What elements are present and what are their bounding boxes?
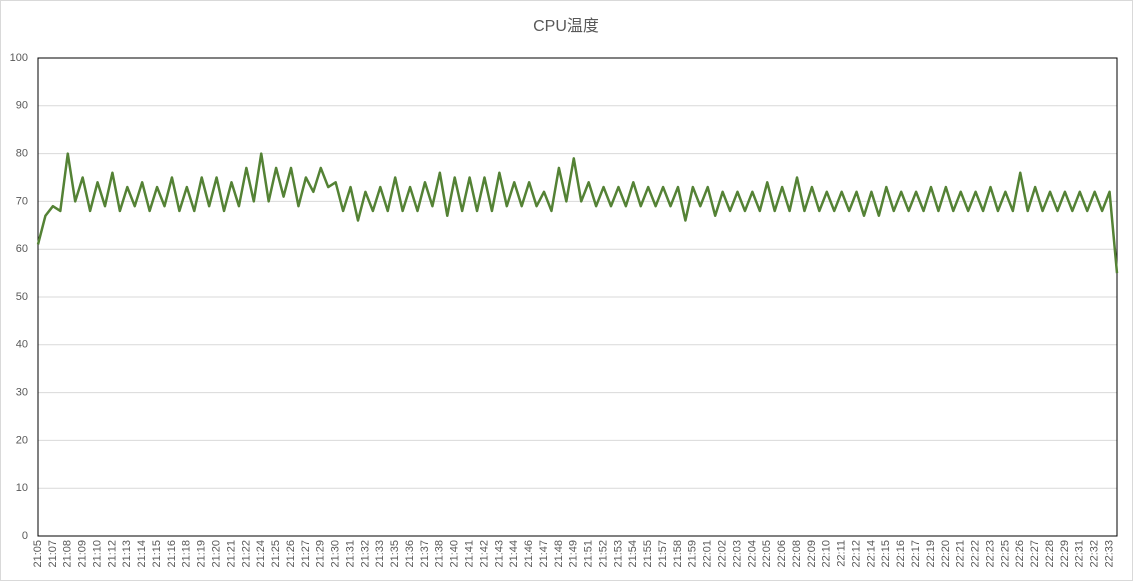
x-tick-label: 21:18	[181, 540, 193, 568]
x-tick-label: 22:26	[1014, 540, 1026, 568]
x-tick-label: 21:25	[270, 540, 282, 568]
x-tick-label: 21:19	[196, 540, 208, 568]
x-tick-label: 21:51	[583, 540, 595, 568]
x-tick-label: 22:09	[806, 540, 818, 568]
x-tick-label: 22:32	[1089, 540, 1101, 568]
x-tick-label: 21:38	[434, 540, 446, 568]
x-tick-label: 21:55	[642, 540, 654, 568]
x-tick-label: 21:59	[687, 540, 699, 568]
x-tick-label: 22:04	[746, 540, 758, 568]
y-tick-label: 50	[16, 291, 28, 303]
x-tick-label: 21:44	[508, 540, 520, 568]
y-tick-label: 0	[22, 530, 28, 542]
x-tick-label: 21:42	[478, 540, 490, 568]
x-tick-label: 21:36	[404, 540, 416, 568]
x-tick-label: 21:10	[91, 540, 103, 568]
x-tick-label: 21:49	[568, 540, 580, 568]
x-tick-label: 21:14	[136, 540, 148, 568]
x-tick-label: 21:16	[166, 540, 178, 568]
x-tick-label: 21:20	[210, 540, 222, 568]
chart-title: CPU温度	[533, 17, 599, 35]
y-tick-label: 10	[16, 482, 28, 494]
y-tick-label: 30	[16, 387, 28, 399]
x-tick-label: 22:14	[865, 540, 877, 568]
x-tick-label: 21:31	[344, 540, 356, 568]
x-tick-label: 22:22	[970, 540, 982, 568]
x-tick-label: 22:01	[702, 540, 714, 568]
y-tick-label: 20	[16, 434, 28, 446]
x-tick-label: 22:17	[910, 540, 922, 568]
x-tick-label: 21:21	[225, 540, 237, 568]
x-tick-label: 22:33	[1103, 540, 1115, 568]
x-tick-label: 21:52	[597, 540, 609, 568]
x-tick-label: 21:22	[240, 540, 252, 568]
x-tick-label: 22:31	[1074, 540, 1086, 568]
x-tick-label: 21:27	[300, 540, 312, 568]
x-tick-label: 22:12	[850, 540, 862, 568]
x-tick-label: 21:54	[627, 540, 639, 568]
x-tick-label: 22:28	[1044, 540, 1056, 568]
x-tick-label: 21:41	[464, 540, 476, 568]
x-tick-label: 21:05	[32, 540, 44, 568]
x-tick-label: 22:03	[731, 540, 743, 568]
x-tick-label: 22:25	[999, 540, 1011, 568]
x-tick-label: 21:43	[493, 540, 505, 568]
x-tick-label: 21:09	[77, 540, 89, 568]
y-tick-label: 100	[10, 52, 28, 64]
x-tick-label: 21:26	[285, 540, 297, 568]
x-tick-label: 22:10	[821, 540, 833, 568]
x-tick-label: 22:08	[791, 540, 803, 568]
plot-frame	[37, 57, 1118, 537]
x-tick-label: 22:15	[880, 540, 892, 568]
x-tick-label: 22:11	[836, 540, 848, 567]
line	[36, 152, 1119, 274]
x-tick-label: 21:32	[359, 540, 371, 568]
x-tick-label: 21:15	[151, 540, 163, 568]
y-tick-label: 80	[16, 148, 28, 160]
x-tick-label: 22:21	[955, 540, 967, 568]
x-tick-label: 21:35	[389, 540, 401, 568]
x-tick-label: 21:47	[538, 540, 550, 568]
y-tick-label: 60	[16, 243, 28, 255]
x-tick-label: 21:30	[330, 540, 342, 568]
x-tick-label: 22:02	[717, 540, 729, 568]
x-tick-label: 21:53	[612, 540, 624, 568]
x-tick-label: 21:48	[553, 540, 565, 568]
x-tick-label: 22:23	[984, 540, 996, 568]
x-tick-label: 22:29	[1059, 540, 1071, 568]
y-tick-label: 70	[16, 195, 28, 207]
x-tick-label: 22:20	[940, 540, 952, 568]
x-tick-label: 22:06	[776, 540, 788, 568]
x-tick-label: 21:37	[419, 540, 431, 568]
x-tick-label: 22:05	[761, 540, 773, 568]
x-tick-label: 21:57	[657, 540, 669, 568]
y-tick-label: 40	[16, 339, 28, 351]
x-tick-label: 22:19	[925, 540, 937, 568]
x-tick-label: 21:33	[374, 540, 386, 568]
x-tick-label: 21:24	[255, 540, 267, 568]
x-tick-label: 21:46	[523, 540, 535, 568]
x-tick-label: 21:29	[315, 540, 327, 568]
x-tick-label: 22:16	[895, 540, 907, 568]
x-tick-label: 21:58	[672, 540, 684, 568]
x-tick-label: 21:13	[121, 540, 133, 568]
x-tick-label: 21:40	[449, 540, 461, 568]
x-tick-label: 22:27	[1029, 540, 1041, 568]
x-tick-label: 21:07	[47, 540, 59, 568]
x-tick-label: 21:12	[106, 540, 118, 568]
x-tick-label: 21:08	[62, 540, 74, 568]
y-tick-label: 90	[16, 100, 28, 112]
